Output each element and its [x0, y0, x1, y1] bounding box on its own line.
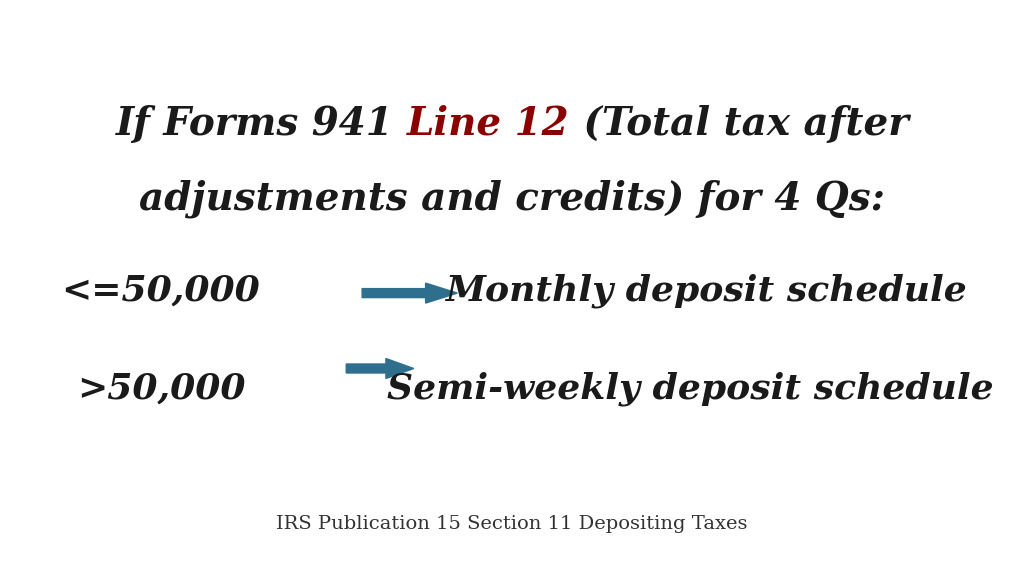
Text: (Total tax after: (Total tax after [569, 105, 908, 143]
Text: >50,000: >50,000 [77, 372, 246, 406]
Text: If Forms 941: If Forms 941 [116, 105, 407, 143]
Text: Monthly deposit schedule: Monthly deposit schedule [445, 274, 968, 308]
Text: IRS Publication 15 Section 11 Depositing Taxes: IRS Publication 15 Section 11 Depositing… [276, 515, 748, 533]
Text: Line 12: Line 12 [407, 105, 569, 143]
Text: <=50,000: <=50,000 [61, 274, 260, 308]
Text: adjustments and credits) for 4 Qs:: adjustments and credits) for 4 Qs: [139, 180, 885, 218]
FancyArrow shape [362, 283, 458, 303]
FancyArrow shape [346, 358, 414, 378]
Text: Semi-weekly deposit schedule: Semi-weekly deposit schedule [387, 372, 993, 406]
